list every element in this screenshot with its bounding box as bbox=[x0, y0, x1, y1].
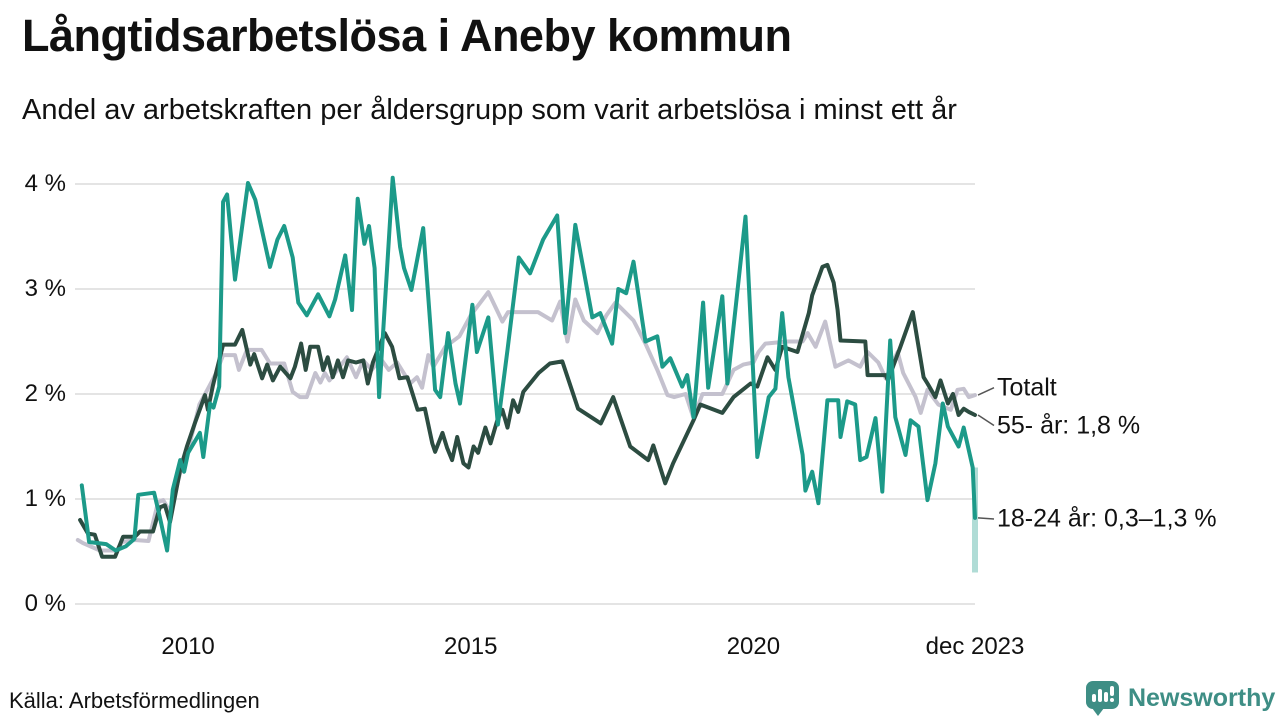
line-18-24-år bbox=[79, 175, 977, 553]
chart-subtitle: Andel av arbetskraften per åldersgrupp s… bbox=[22, 94, 957, 126]
gridlines bbox=[75, 183, 975, 605]
x-tick-label: 2010 bbox=[161, 633, 215, 660]
annotation-label: Totalt bbox=[997, 373, 1057, 402]
y-tick-label: 0 % bbox=[24, 590, 66, 617]
newsworthy-brand: Newsworthy bbox=[1086, 681, 1275, 719]
logo-exclamation-icon bbox=[1110, 686, 1114, 696]
annotation-connectors bbox=[977, 387, 995, 520]
chart-title: Långtidsarbetslösa i Aneby kommun bbox=[22, 10, 792, 61]
series-lines bbox=[75, 175, 977, 559]
uncertainty-band-rect bbox=[972, 467, 978, 573]
source-note: Källa: Arbetsförmedlingen bbox=[9, 688, 260, 713]
annotation-connector bbox=[977, 517, 995, 520]
logo-bar-icon bbox=[1092, 694, 1096, 702]
annotation-label: 18-24 år: 0,3–1,3 % bbox=[997, 504, 1217, 533]
y-tick-label: 3 % bbox=[24, 275, 66, 302]
uncertainty-band bbox=[972, 467, 978, 573]
logo-bar-icon bbox=[1104, 692, 1108, 702]
brand-name: Newsworthy bbox=[1128, 684, 1276, 712]
annotation-connector bbox=[977, 387, 995, 396]
x-tick-label: 2015 bbox=[444, 633, 498, 660]
logo-bar-icon bbox=[1098, 689, 1102, 702]
line-totalt bbox=[75, 290, 977, 553]
annotation-label: 55- år: 1,8 % bbox=[997, 411, 1141, 439]
y-tick-label: 2 % bbox=[24, 380, 66, 407]
annotation-connector bbox=[977, 414, 995, 427]
logo-exclamation-dot-icon bbox=[1110, 698, 1114, 702]
y-tick-label: 4 % bbox=[24, 170, 66, 197]
line-55-år bbox=[78, 262, 977, 559]
y-tick-label: 1 % bbox=[24, 485, 66, 512]
newsworthy-logo-icon bbox=[1086, 681, 1119, 716]
x-tick-label: dec 2023 bbox=[925, 633, 1025, 660]
x-tick-label: 2020 bbox=[726, 633, 781, 660]
